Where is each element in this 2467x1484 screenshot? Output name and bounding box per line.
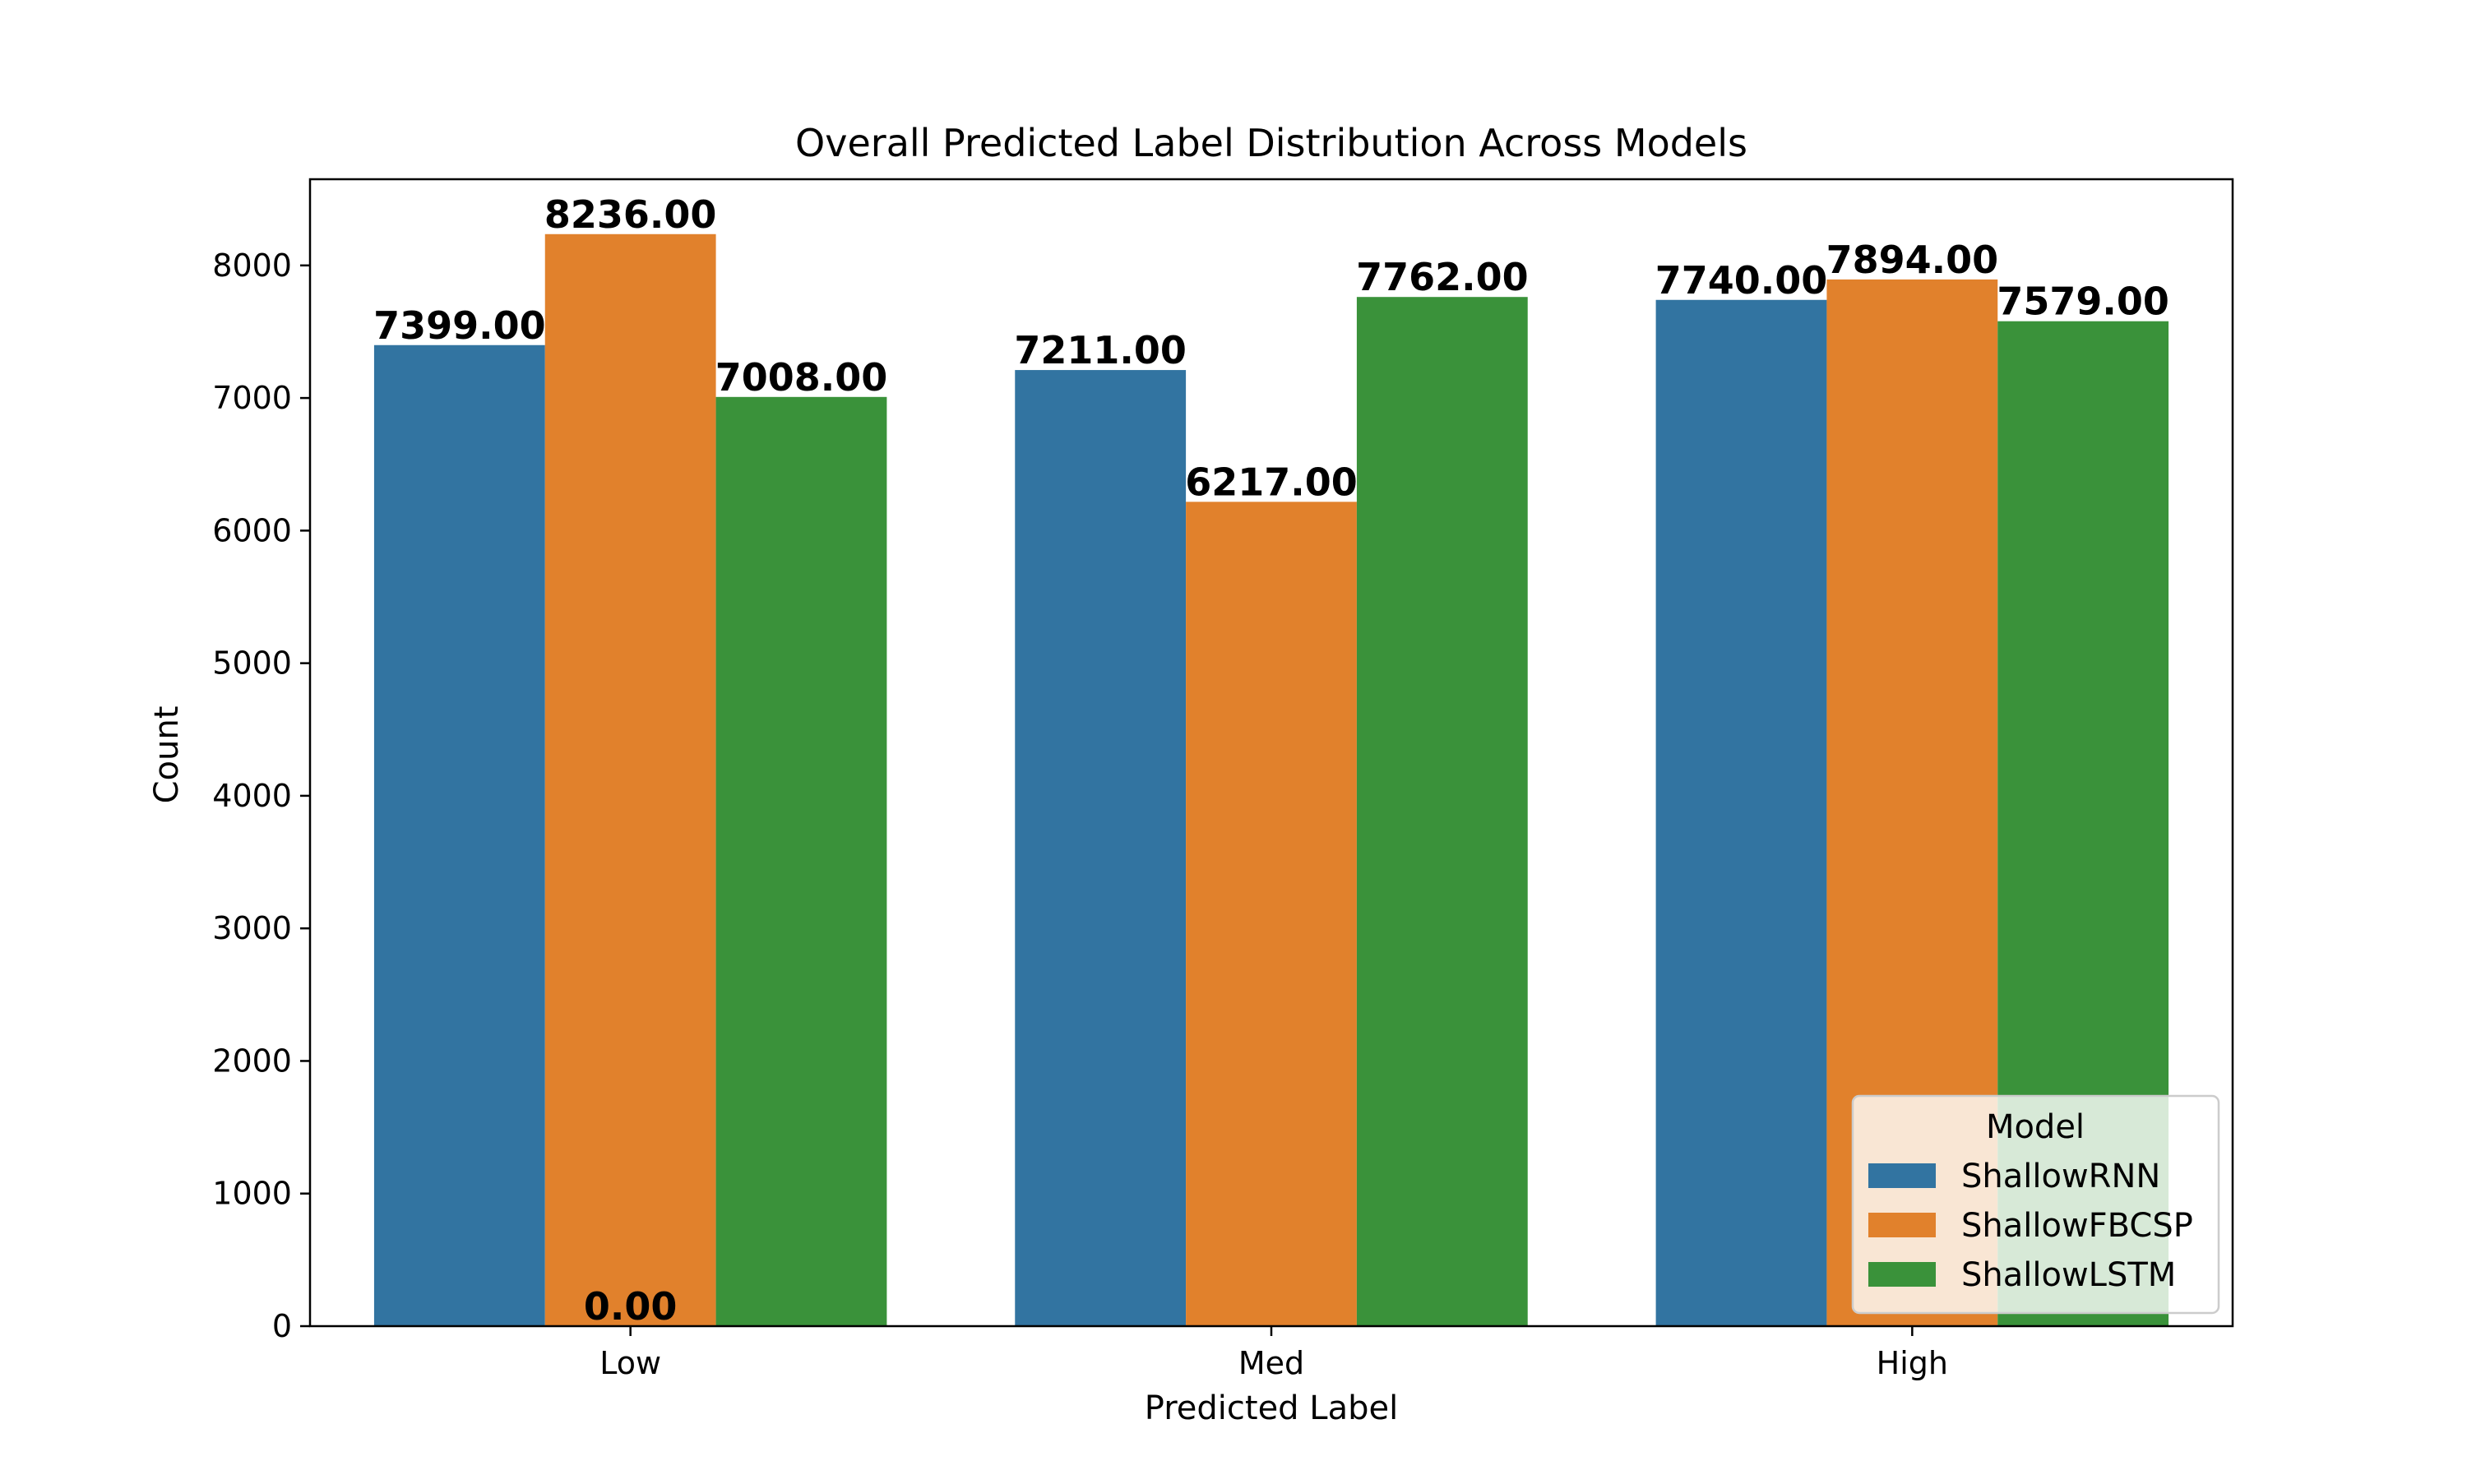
bar-value-label-shallowrnn-med: 7211.00 — [1014, 328, 1187, 372]
bar-value-label-shallowlstm-med: 7762.00 — [1356, 255, 1529, 299]
bar-shallowfbcsp-low — [544, 233, 716, 1326]
bar-value-labels: 7399.00 7211.00 7740.00 8236.00 6217.00 7894.… — [373, 192, 2169, 1329]
axes: 0 1000 2000 3000 4000 5000 6000 7000 8000 Low Med H… — [212, 247, 1948, 1381]
legend-title: Model — [1986, 1108, 2085, 1146]
legend-label-shallowfbcsp: ShallowFBCSP — [1961, 1207, 2193, 1245]
bar-value-label-shallowrnn-high: 7740.00 — [1655, 258, 1828, 303]
extra-value-label-0: 0.00 — [584, 1284, 678, 1329]
y-tick-label: 7000 — [212, 380, 292, 416]
bar-value-label-shallowfbcsp-low: 8236.00 — [544, 192, 717, 237]
x-tick-label-high: High — [1877, 1345, 1948, 1381]
legend-swatch-shallowrnn — [1868, 1163, 1936, 1188]
legend: Model ShallowRNN ShallowFBCSP ShallowLST… — [1851, 1094, 2220, 1315]
y-tick-label: 6000 — [212, 512, 292, 548]
bar-value-label-shallowrnn-low: 7399.00 — [373, 303, 546, 348]
legend-box — [1851, 1094, 2220, 1315]
bar-shallowfbcsp-med — [1186, 502, 1357, 1326]
x-tick-label-low: Low — [599, 1345, 661, 1381]
chart-title: Overall Predicted Label Distribution Acr… — [795, 121, 1747, 165]
bar-shallowlstm-low — [715, 396, 887, 1326]
bar-value-label-shallowlstm-high: 7579.00 — [1997, 280, 2169, 324]
bar-shallowrnn-med — [1015, 370, 1187, 1326]
x-axis-title: Predicted Label — [1145, 1389, 1398, 1427]
legend-label-shallowrnn: ShallowRNN — [1961, 1158, 2160, 1195]
bar-value-label-shallowlstm-low: 7008.00 — [715, 355, 888, 400]
y-axis-title: Count — [148, 706, 186, 804]
y-tick-label: 0 — [272, 1308, 292, 1344]
bar-value-label-shallowfbcsp-high: 7894.00 — [1826, 238, 1999, 282]
bar-shallowrnn-high — [1655, 299, 1827, 1327]
legend-label-shallowlstm: ShallowLSTM — [1961, 1256, 2176, 1294]
y-tick-label: 3000 — [212, 910, 292, 946]
y-tick-label: 4000 — [212, 778, 292, 814]
legend-swatch-shallowfbcsp — [1868, 1213, 1936, 1237]
y-tick-label: 8000 — [212, 247, 292, 284]
y-tick-label: 2000 — [212, 1042, 292, 1079]
bar-shallowlstm-med — [1356, 297, 1528, 1327]
y-tick-label: 5000 — [212, 645, 292, 682]
bar-shallowrnn-low — [373, 344, 545, 1326]
y-tick-label: 1000 — [212, 1176, 292, 1212]
legend-swatch-shallowlstm — [1868, 1262, 1936, 1287]
bar-value-label-shallowfbcsp-med: 6217.00 — [1185, 460, 1358, 504]
x-tick-label-med: Med — [1238, 1345, 1304, 1381]
